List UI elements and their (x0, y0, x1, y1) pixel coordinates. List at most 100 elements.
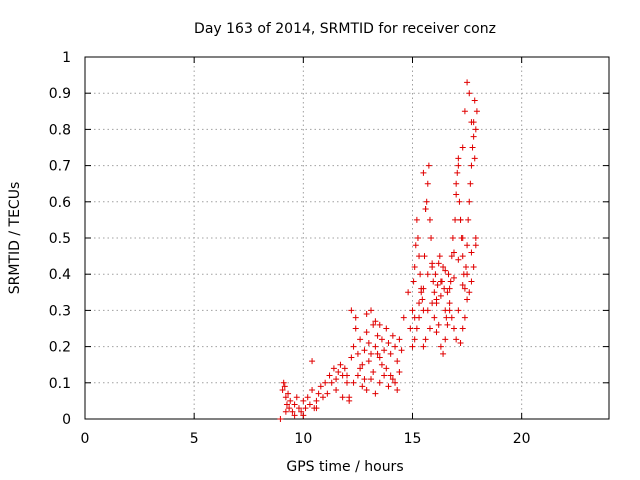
data-point (468, 162, 475, 169)
data-point (383, 365, 390, 372)
data-point (445, 271, 452, 278)
data-point (283, 401, 290, 408)
data-point (442, 267, 449, 274)
y-axis-label: SRMTID / TECUs (7, 182, 23, 295)
data-point (394, 387, 401, 394)
data-point (443, 314, 450, 321)
data-point (357, 365, 364, 372)
data-point (372, 390, 379, 397)
data-point (464, 271, 471, 278)
data-point (346, 397, 353, 404)
data-point (465, 216, 472, 223)
x-tick-label: 5 (190, 431, 199, 447)
data-point (431, 314, 438, 321)
data-point (448, 253, 455, 260)
data-point (374, 350, 381, 357)
data-point (389, 376, 396, 383)
grid (85, 57, 609, 419)
data-point (429, 300, 436, 307)
data-point (293, 394, 300, 401)
data-point (444, 289, 451, 296)
data-point (282, 394, 289, 401)
data-point (472, 235, 479, 241)
data-point (368, 350, 375, 357)
data-point (431, 289, 438, 296)
data-point (289, 408, 296, 415)
data-point (350, 379, 357, 386)
data-point (420, 285, 427, 292)
data-point (330, 365, 337, 372)
data-point (461, 108, 468, 115)
y-tick-label: 0.1 (49, 376, 71, 392)
data-point (455, 155, 462, 162)
data-point (440, 263, 447, 270)
data-point (435, 260, 442, 267)
data-point (396, 368, 403, 375)
data-point (405, 289, 412, 296)
data-point (328, 379, 335, 386)
data-point (418, 289, 425, 296)
data-point (295, 405, 302, 412)
x-tick-label: 15 (404, 431, 422, 447)
data-point (424, 271, 431, 278)
data-point (412, 242, 419, 249)
data-point (430, 278, 437, 285)
data-point (422, 206, 429, 213)
y-tick-label: 0.5 (49, 231, 71, 247)
data-point (473, 108, 480, 115)
data-point (455, 256, 462, 263)
x-axis-label: GPS time / hours (286, 459, 403, 475)
data-point (298, 408, 305, 415)
data-point (446, 307, 453, 314)
data-point (381, 347, 388, 354)
y-tick-label: 0.9 (49, 86, 71, 102)
data-point (411, 336, 418, 343)
data-point (470, 133, 477, 140)
data-point (383, 325, 390, 332)
axis-ticks: 00.10.20.30.40.50.60.70.80.910 5 10 15 20 (49, 50, 609, 447)
data-point (300, 397, 307, 404)
data-point (450, 274, 457, 281)
data-point (422, 336, 429, 343)
data-points (277, 79, 480, 422)
data-point (287, 397, 294, 404)
data-point (352, 314, 359, 321)
data-point (333, 387, 340, 394)
data-point (385, 383, 392, 390)
data-point (411, 314, 418, 321)
data-point (313, 405, 320, 412)
data-point (392, 343, 399, 350)
data-point (359, 383, 366, 390)
data-point (453, 180, 460, 187)
data-point (466, 198, 473, 205)
data-point (469, 144, 476, 151)
data-point (420, 343, 427, 350)
data-point (452, 216, 459, 223)
data-point (361, 347, 368, 354)
data-point (447, 278, 454, 285)
data-point (378, 336, 385, 343)
data-point (455, 162, 462, 169)
data-point (468, 278, 475, 285)
x-tick-label: 20 (513, 431, 531, 447)
data-point (319, 394, 326, 401)
data-point (282, 408, 289, 415)
data-point (315, 390, 322, 397)
data-point (365, 358, 372, 365)
data-point (472, 126, 479, 133)
data-point (291, 401, 298, 408)
data-point (279, 387, 286, 394)
data-point (426, 325, 433, 332)
data-point (442, 336, 449, 343)
data-point (457, 339, 464, 346)
data-point (285, 390, 292, 397)
data-point (411, 263, 418, 270)
data-point (370, 368, 377, 375)
y-tick-label: 0.2 (49, 340, 71, 356)
data-point (434, 282, 441, 289)
data-point (339, 394, 346, 401)
data-point (461, 285, 468, 292)
x-tick-label: 10 (294, 431, 312, 447)
data-point (370, 321, 377, 328)
